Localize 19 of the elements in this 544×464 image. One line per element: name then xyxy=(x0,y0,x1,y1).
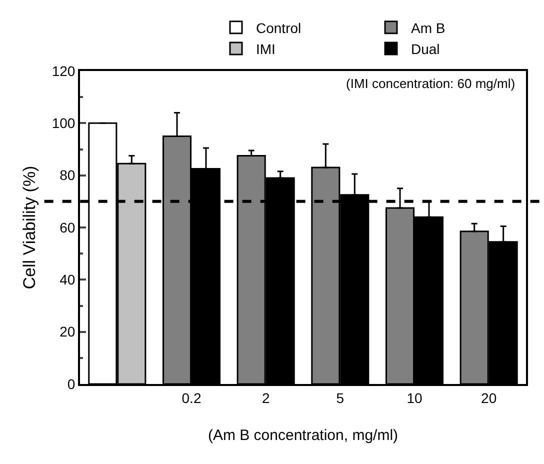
y-tick-label: 20 xyxy=(60,324,76,340)
x-tick-label: 10 xyxy=(406,390,422,406)
y-tick-label: 0 xyxy=(67,376,76,392)
x-tick-label: 2 xyxy=(262,390,270,406)
legend-label: Am B xyxy=(411,20,446,36)
y-axis-title: Cell Viability (%) xyxy=(20,166,39,290)
legend-label: Dual xyxy=(411,41,440,57)
y-tick-label: 40 xyxy=(60,272,76,288)
legend-label: IMI xyxy=(256,41,276,57)
legend-label: Control xyxy=(256,20,302,36)
annotation: (IMI concentration: 60 mg/ml) xyxy=(346,76,516,91)
x-tick-label: 20 xyxy=(481,390,497,406)
x-axis-title: (Am B concentration, mg/ml) xyxy=(208,427,398,444)
x-tick-label: 5 xyxy=(336,390,344,406)
y-tick-label: 120 xyxy=(52,62,76,79)
y-tick-label: 60 xyxy=(60,219,76,236)
y-tick-label: 80 xyxy=(60,167,76,184)
y-tick-label: 100 xyxy=(52,115,76,132)
x-tick-label: 0.2 xyxy=(182,390,202,406)
